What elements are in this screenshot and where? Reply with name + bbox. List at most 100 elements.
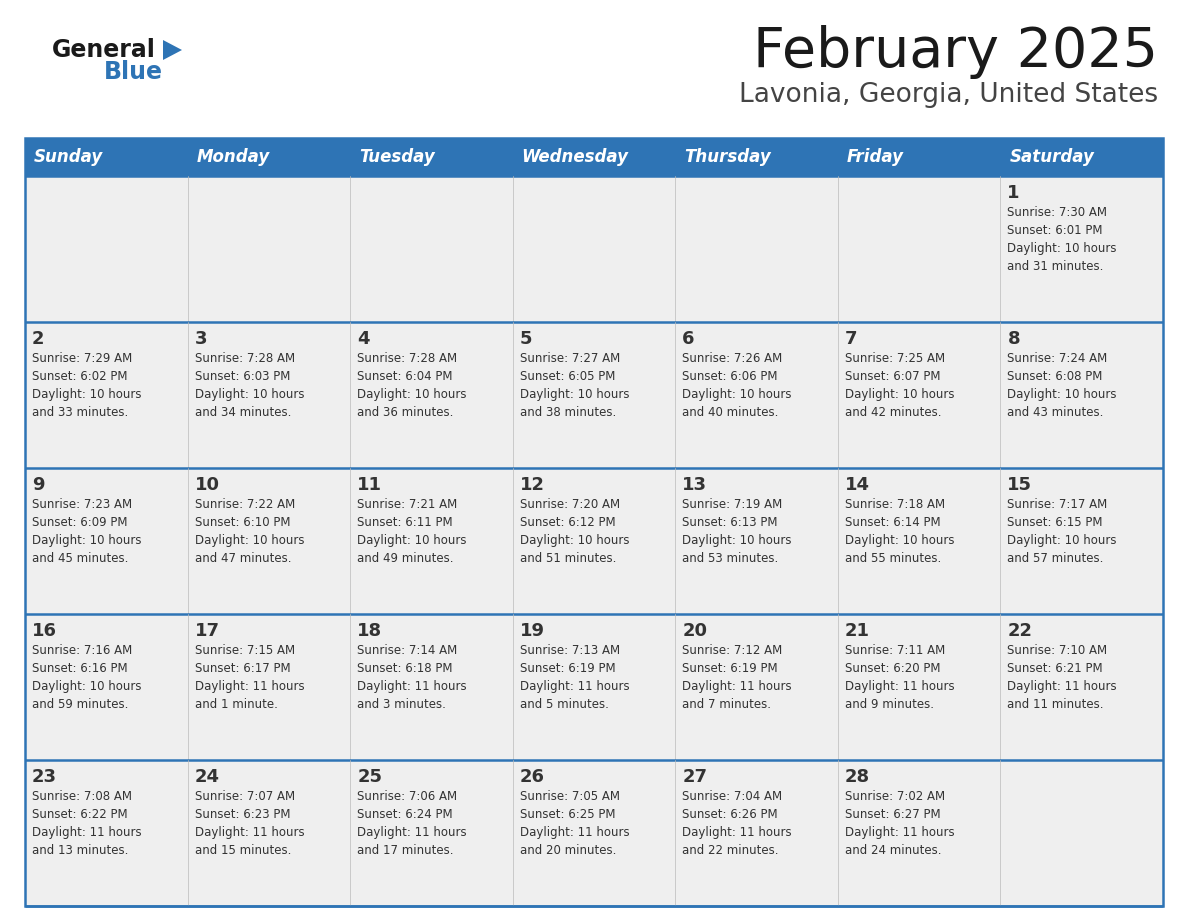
- Text: Sunrise: 7:21 AM: Sunrise: 7:21 AM: [358, 498, 457, 511]
- Bar: [675, 614, 838, 760]
- Text: Thursday: Thursday: [684, 148, 771, 166]
- Text: Sunset: 6:23 PM: Sunset: 6:23 PM: [195, 808, 290, 821]
- Text: Sunset: 6:07 PM: Sunset: 6:07 PM: [845, 370, 941, 383]
- Bar: [25, 138, 188, 176]
- Text: Monday: Monday: [196, 148, 270, 166]
- Text: Daylight: 10 hours: Daylight: 10 hours: [1007, 534, 1117, 547]
- Text: Daylight: 10 hours: Daylight: 10 hours: [1007, 242, 1117, 255]
- Bar: [350, 176, 513, 322]
- Text: Sunset: 6:17 PM: Sunset: 6:17 PM: [195, 662, 290, 675]
- Bar: [513, 468, 675, 614]
- Bar: [675, 468, 838, 614]
- Text: and 34 minutes.: and 34 minutes.: [195, 406, 291, 419]
- Text: Sunrise: 7:26 AM: Sunrise: 7:26 AM: [682, 352, 783, 365]
- Text: and 22 minutes.: and 22 minutes.: [682, 844, 779, 857]
- Text: 21: 21: [845, 622, 870, 640]
- Bar: [350, 468, 513, 614]
- Text: Sunrise: 7:06 AM: Sunrise: 7:06 AM: [358, 790, 457, 803]
- Text: Sunset: 6:19 PM: Sunset: 6:19 PM: [519, 662, 615, 675]
- Text: Sunset: 6:02 PM: Sunset: 6:02 PM: [32, 370, 127, 383]
- Text: Daylight: 10 hours: Daylight: 10 hours: [682, 534, 791, 547]
- Bar: [188, 138, 350, 176]
- Text: Daylight: 11 hours: Daylight: 11 hours: [32, 826, 141, 839]
- Text: Sunset: 6:06 PM: Sunset: 6:06 PM: [682, 370, 778, 383]
- Text: Sunset: 6:20 PM: Sunset: 6:20 PM: [845, 662, 941, 675]
- Text: Sunrise: 7:19 AM: Sunrise: 7:19 AM: [682, 498, 783, 511]
- Text: Sunrise: 7:17 AM: Sunrise: 7:17 AM: [1007, 498, 1107, 511]
- Text: Daylight: 11 hours: Daylight: 11 hours: [195, 680, 304, 693]
- Bar: [350, 614, 513, 760]
- Text: Sunset: 6:27 PM: Sunset: 6:27 PM: [845, 808, 941, 821]
- Bar: [838, 614, 1000, 760]
- Text: Sunset: 6:19 PM: Sunset: 6:19 PM: [682, 662, 778, 675]
- Text: 2: 2: [32, 330, 44, 348]
- Text: Sunset: 6:03 PM: Sunset: 6:03 PM: [195, 370, 290, 383]
- Bar: [1000, 760, 1163, 906]
- Text: Daylight: 10 hours: Daylight: 10 hours: [358, 534, 467, 547]
- Text: Daylight: 11 hours: Daylight: 11 hours: [358, 680, 467, 693]
- Bar: [838, 138, 1000, 176]
- Text: Sunrise: 7:05 AM: Sunrise: 7:05 AM: [519, 790, 620, 803]
- Text: Daylight: 11 hours: Daylight: 11 hours: [682, 826, 792, 839]
- Text: Lavonia, Georgia, United States: Lavonia, Georgia, United States: [739, 82, 1158, 108]
- Text: 12: 12: [519, 476, 545, 494]
- Text: and 20 minutes.: and 20 minutes.: [519, 844, 617, 857]
- Text: Daylight: 10 hours: Daylight: 10 hours: [519, 388, 630, 401]
- Text: Daylight: 11 hours: Daylight: 11 hours: [358, 826, 467, 839]
- Bar: [25, 322, 188, 468]
- Text: Sunset: 6:26 PM: Sunset: 6:26 PM: [682, 808, 778, 821]
- Bar: [350, 138, 513, 176]
- Text: and 24 minutes.: and 24 minutes.: [845, 844, 941, 857]
- Bar: [675, 176, 838, 322]
- Text: Sunset: 6:15 PM: Sunset: 6:15 PM: [1007, 516, 1102, 529]
- Bar: [25, 468, 188, 614]
- Text: Sunset: 6:14 PM: Sunset: 6:14 PM: [845, 516, 941, 529]
- Text: Sunset: 6:24 PM: Sunset: 6:24 PM: [358, 808, 453, 821]
- Text: Sunrise: 7:23 AM: Sunrise: 7:23 AM: [32, 498, 132, 511]
- Bar: [513, 176, 675, 322]
- Text: Sunrise: 7:24 AM: Sunrise: 7:24 AM: [1007, 352, 1107, 365]
- Bar: [1000, 176, 1163, 322]
- Text: Sunrise: 7:27 AM: Sunrise: 7:27 AM: [519, 352, 620, 365]
- Text: Daylight: 11 hours: Daylight: 11 hours: [845, 826, 954, 839]
- Text: Friday: Friday: [847, 148, 904, 166]
- Text: February 2025: February 2025: [753, 25, 1158, 79]
- Bar: [25, 760, 188, 906]
- Text: Sunset: 6:13 PM: Sunset: 6:13 PM: [682, 516, 778, 529]
- Text: Daylight: 10 hours: Daylight: 10 hours: [845, 388, 954, 401]
- Text: and 7 minutes.: and 7 minutes.: [682, 698, 771, 711]
- Text: 5: 5: [519, 330, 532, 348]
- Text: 7: 7: [845, 330, 858, 348]
- Text: Sunset: 6:25 PM: Sunset: 6:25 PM: [519, 808, 615, 821]
- Text: 1: 1: [1007, 184, 1020, 202]
- Text: Daylight: 11 hours: Daylight: 11 hours: [519, 680, 630, 693]
- Bar: [675, 760, 838, 906]
- Text: Sunrise: 7:25 AM: Sunrise: 7:25 AM: [845, 352, 944, 365]
- Bar: [838, 322, 1000, 468]
- Text: Sunset: 6:21 PM: Sunset: 6:21 PM: [1007, 662, 1102, 675]
- Text: 11: 11: [358, 476, 383, 494]
- Text: Sunset: 6:11 PM: Sunset: 6:11 PM: [358, 516, 453, 529]
- Text: Saturday: Saturday: [1010, 148, 1094, 166]
- Text: Sunrise: 7:04 AM: Sunrise: 7:04 AM: [682, 790, 783, 803]
- Text: 14: 14: [845, 476, 870, 494]
- Text: 25: 25: [358, 768, 383, 786]
- Bar: [513, 760, 675, 906]
- Text: and 13 minutes.: and 13 minutes.: [32, 844, 128, 857]
- Text: and 49 minutes.: and 49 minutes.: [358, 552, 454, 565]
- Text: Daylight: 11 hours: Daylight: 11 hours: [1007, 680, 1117, 693]
- Text: and 5 minutes.: and 5 minutes.: [519, 698, 608, 711]
- Text: Sunrise: 7:08 AM: Sunrise: 7:08 AM: [32, 790, 132, 803]
- Text: Sunrise: 7:14 AM: Sunrise: 7:14 AM: [358, 644, 457, 657]
- Text: Sunrise: 7:18 AM: Sunrise: 7:18 AM: [845, 498, 944, 511]
- Text: Daylight: 10 hours: Daylight: 10 hours: [519, 534, 630, 547]
- Text: Sunrise: 7:12 AM: Sunrise: 7:12 AM: [682, 644, 783, 657]
- Text: Daylight: 10 hours: Daylight: 10 hours: [682, 388, 791, 401]
- Text: Sunrise: 7:02 AM: Sunrise: 7:02 AM: [845, 790, 944, 803]
- Text: and 31 minutes.: and 31 minutes.: [1007, 260, 1104, 273]
- Text: 19: 19: [519, 622, 545, 640]
- Text: and 53 minutes.: and 53 minutes.: [682, 552, 778, 565]
- Text: and 17 minutes.: and 17 minutes.: [358, 844, 454, 857]
- Text: and 38 minutes.: and 38 minutes.: [519, 406, 615, 419]
- Text: 6: 6: [682, 330, 695, 348]
